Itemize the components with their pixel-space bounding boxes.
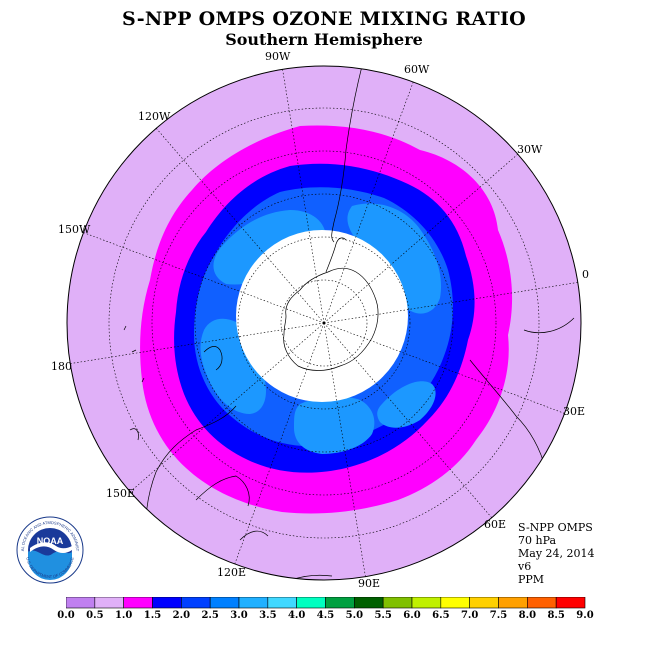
noaa-logo-text: NOAA xyxy=(37,536,64,546)
info-level: 70 hPa xyxy=(518,534,557,547)
lon-label-120w: 120W xyxy=(138,110,171,123)
lon-label-150e: 150E xyxy=(106,487,136,500)
colorbar-swatch xyxy=(181,597,211,609)
colorbar-tick-label: 4.0 xyxy=(287,610,306,621)
colorbar-swatch xyxy=(527,597,557,609)
lon-label-30e: 30E xyxy=(563,405,586,418)
colorbar-tick-label: 7.5 xyxy=(489,610,508,621)
colorbar-swatch xyxy=(267,597,297,609)
colorbar-tick-label: 2.0 xyxy=(172,610,191,621)
colorbar-swatch xyxy=(555,597,586,609)
lat-lon-graticule xyxy=(67,66,581,580)
no-data-polar-cap xyxy=(236,230,408,402)
lon-label-120e: 120E xyxy=(217,566,247,579)
colorbar-swatch xyxy=(94,597,124,609)
colorbar-tick-label: 3.0 xyxy=(230,610,248,621)
antarctica-coastline xyxy=(283,237,379,371)
lon-label-30w: 30W xyxy=(517,143,543,156)
colorbar-tick-label: 5.5 xyxy=(374,610,392,621)
colorbar-swatch xyxy=(469,597,499,609)
colorbar-swatch xyxy=(440,597,470,609)
south-pole-dot xyxy=(322,321,326,325)
lon-label-60w: 60W xyxy=(404,63,430,76)
colorbar-swatch xyxy=(209,597,240,609)
colorbar-tick-label: 0.0 xyxy=(57,610,75,621)
noaa-logo: NOAA NATIONAL OCEANIC AND ATMOSPHERIC AD… xyxy=(16,516,84,584)
colorbar-swatch xyxy=(382,597,413,609)
page-title: S-NPP OMPS OZONE MIXING RATIO xyxy=(121,8,527,30)
colorbar-swatch xyxy=(354,597,384,609)
colorbar-tick-label: 0.5 xyxy=(86,610,104,621)
colorbar-swatch xyxy=(498,597,528,609)
ozone-patch-light-blue-s xyxy=(294,396,375,454)
colorbar-tick-label: 1.0 xyxy=(114,610,133,621)
colorbar-tick-label: 1.5 xyxy=(143,610,162,621)
colorbar-tick-label: 8.5 xyxy=(547,610,565,621)
colorbar-tick-label: 9.0 xyxy=(576,610,594,621)
lon-label-150w: 150W xyxy=(58,223,91,236)
colorbar-tick-label: 4.5 xyxy=(316,610,335,621)
info-units: PPM xyxy=(518,573,545,586)
info-date: May 24, 2014 xyxy=(518,547,595,560)
continent-outlines xyxy=(123,66,575,580)
page-subtitle: Southern Hemisphere xyxy=(225,30,423,49)
colorbar-swatch xyxy=(325,597,355,609)
info-version: v6 xyxy=(518,560,532,573)
colorbar-tick-label: 8.0 xyxy=(518,610,537,621)
colorbar-swatch xyxy=(411,597,442,609)
lon-label-60e: 60E xyxy=(484,518,507,531)
colorbar-tick-label: 7.0 xyxy=(460,610,479,621)
map-border xyxy=(66,65,582,581)
colorbar-swatch xyxy=(123,597,153,609)
info-instrument: S-NPP OMPS xyxy=(518,521,593,534)
lon-label-90e: 90E xyxy=(358,577,381,590)
ozone-patch-light-blue-e xyxy=(377,381,436,428)
colorbar xyxy=(66,597,586,609)
colorbar-tick-label: 6.5 xyxy=(432,610,450,621)
colorbar-swatch xyxy=(152,597,182,609)
ozone-patch-light-blue-ne xyxy=(347,203,442,314)
lon-label-90w: 90W xyxy=(265,50,291,63)
colorbar-tick-label: 2.5 xyxy=(201,610,219,621)
colorbar-tick-label: 5.0 xyxy=(345,610,364,621)
colorbar-tick-label: 3.5 xyxy=(259,610,277,621)
colorbar-tick-label: 6.0 xyxy=(403,610,421,621)
colorbar-swatch xyxy=(296,597,326,609)
colorbar-swatch xyxy=(66,597,96,609)
lon-label-180: 180 xyxy=(51,360,72,373)
lon-label-0: 0 xyxy=(582,268,589,281)
colorbar-swatch xyxy=(238,597,269,609)
info-block: S-NPP OMPS 70 hPa May 24, 2014 v6 PPM xyxy=(518,521,595,586)
